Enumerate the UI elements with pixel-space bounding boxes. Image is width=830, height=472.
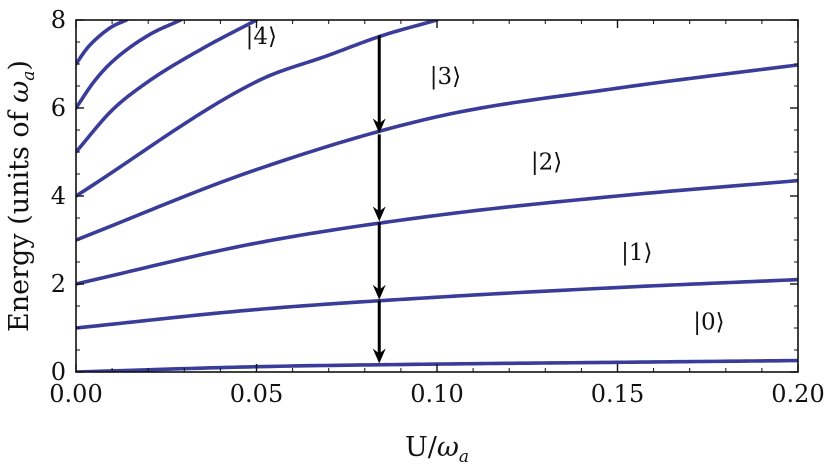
x-tick-label: 0.20 [771, 380, 824, 408]
y-tick-label: 6 [51, 94, 66, 122]
state-label-1: |1⟩ [621, 240, 652, 266]
x-tick-label: 0.15 [591, 380, 644, 408]
y-axis-title: Energy (units of ωa) [4, 60, 39, 332]
state-labels: |0⟩ |1⟩ |2⟩ |3⟩ |4⟩ [246, 24, 725, 335]
y-tick-label: 4 [51, 182, 66, 210]
x-tick-label: 0.00 [49, 380, 102, 408]
transition-arrows [372, 35, 386, 364]
transition-arrow-3 [372, 222, 386, 300]
axis-ticks: 0.00 0.05 0.10 0.15 0.20 0 2 4 6 8 [49, 6, 824, 408]
energy-level-7-line [76, 20, 129, 66]
energy-level-2-line [76, 178, 798, 286]
y-tick-label: 2 [51, 270, 66, 298]
transition-arrow-4 [372, 300, 386, 364]
x-axis-title: U/ωa [405, 432, 469, 467]
energy-level-5-line [76, 20, 259, 154]
state-label-0: |0⟩ [693, 309, 724, 335]
energy-level-6-line [76, 20, 183, 110]
state-label-4: |4⟩ [246, 24, 277, 50]
y-tick-label: 0 [51, 358, 66, 386]
energy-level-1-line [76, 277, 798, 330]
state-label-3: |3⟩ [430, 64, 461, 90]
state-label-2: |2⟩ [531, 150, 562, 176]
x-tick-label: 0.10 [410, 380, 463, 408]
transition-arrow-1 [372, 35, 386, 134]
energy-level-4-line [76, 20, 439, 198]
energy-curves [76, 20, 798, 372]
y-tick-label: 8 [51, 6, 66, 34]
transition-arrow-2 [372, 134, 386, 222]
x-tick-label: 0.05 [230, 380, 283, 408]
energy-level-3-line [76, 63, 798, 242]
